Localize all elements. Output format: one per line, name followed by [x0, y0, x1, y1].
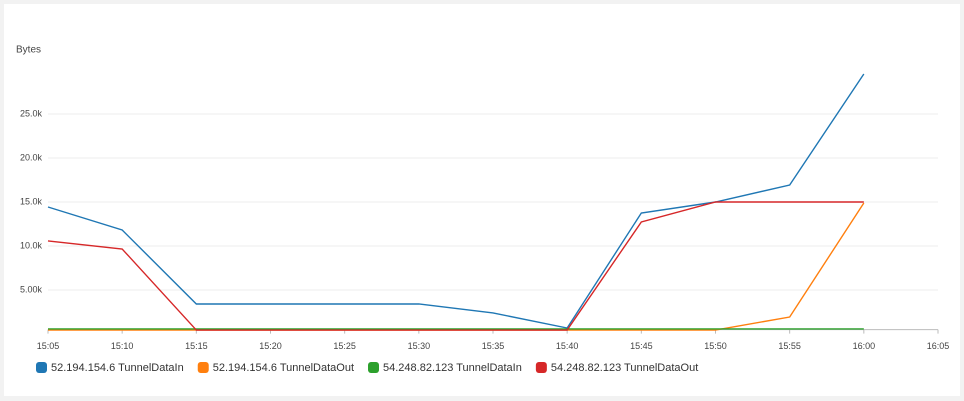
legend-label: 54.248.82.123 TunnelDataIn [383, 362, 522, 374]
x-tick-label: 15:35 [482, 341, 505, 351]
y-axis-label: Bytes [16, 45, 41, 56]
x-tick-label: 15:20 [259, 341, 282, 351]
x-tick-label: 15:30 [408, 341, 431, 351]
legend-label: 52.194.154.6 TunnelDataIn [51, 362, 184, 374]
x-tick-label: 15:05 [37, 341, 60, 351]
panel [4, 4, 960, 396]
x-tick-label: 15:15 [185, 341, 208, 351]
series-line [47, 201, 864, 331]
x-tick-label: 16:00 [853, 341, 876, 351]
x-tick-label: 15:45 [630, 341, 653, 351]
series-line [47, 73, 865, 329]
legend-label: 52.194.154.6 TunnelDataOut [213, 362, 354, 374]
x-tick-label: 15:55 [778, 341, 801, 351]
y-tick-label: 15.0k [20, 196, 43, 206]
y-tick-label: 10.0k [20, 240, 43, 250]
x-tick-label: 15:50 [704, 341, 727, 351]
legend-swatch [368, 362, 380, 373]
x-tick-label: 16:05 [927, 341, 950, 351]
y-tick-label: 25.0k [20, 108, 43, 118]
x-tick-label: 15:10 [111, 341, 134, 351]
y-tick-label: 5.00k [20, 284, 43, 294]
legend: 52.194.154.6 TunnelDataIn 52.194.154.6 Tu… [36, 362, 698, 374]
legend-label: 54.248.82.123 TunnelDataOut [551, 362, 698, 374]
y-tick-label: 20.0k [20, 152, 43, 162]
x-tick-label: 15:25 [333, 341, 356, 351]
x-tick-label: 15:40 [556, 341, 579, 351]
legend-swatch [36, 362, 47, 373]
legend-swatch [197, 362, 209, 373]
legend-swatch [535, 362, 547, 373]
